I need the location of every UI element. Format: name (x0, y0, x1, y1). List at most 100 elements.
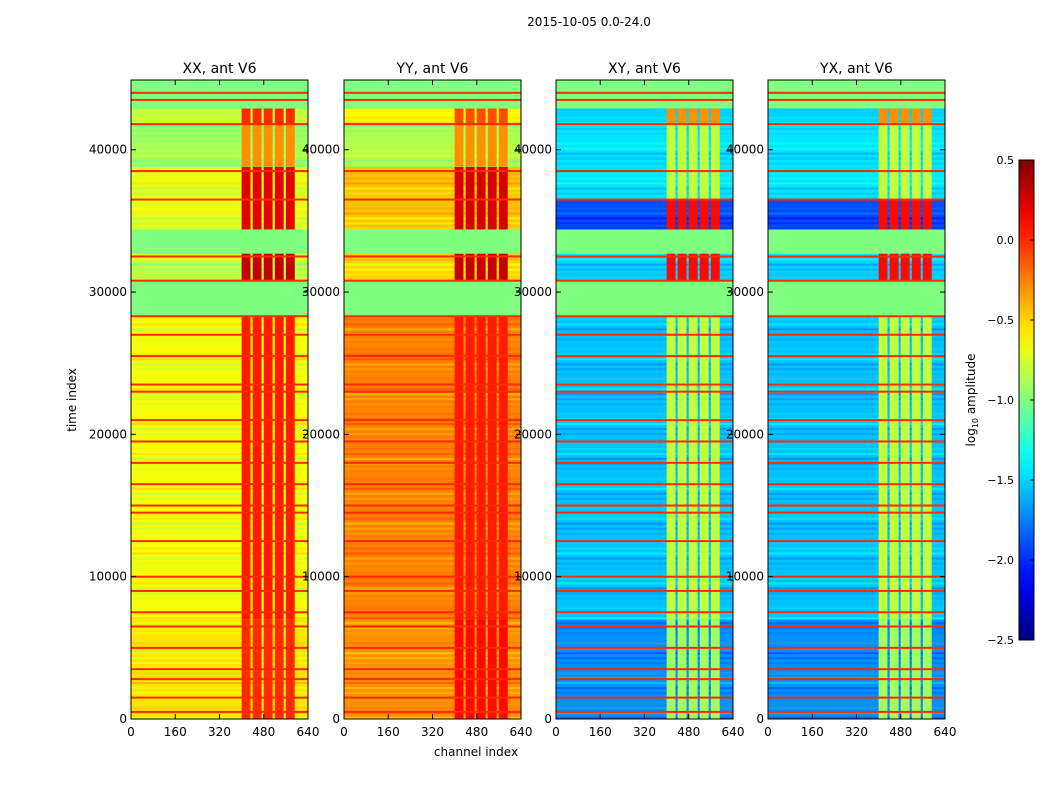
heatmap-row (344, 462, 521, 465)
flag-line (131, 98, 308, 101)
heatmap-row (556, 607, 733, 610)
heatmap-row (768, 492, 945, 495)
flag-line (131, 419, 308, 422)
hot-channel-cell (252, 316, 262, 620)
flag-line (768, 315, 945, 318)
flag-line (768, 710, 945, 713)
heatmap-row (556, 532, 733, 535)
heatmap-row (131, 677, 308, 680)
hot-channel-cell (241, 316, 251, 620)
heatmap-row (556, 408, 733, 411)
heatmap-row (556, 562, 733, 565)
hot-channel-cell (677, 124, 687, 200)
heatmap-row (131, 492, 308, 495)
heatmap-row (344, 403, 521, 406)
hot-channel-cell (454, 253, 464, 281)
heatmap-row (556, 517, 733, 520)
heatmap-row (768, 597, 945, 600)
hot-channel-cell (498, 253, 508, 281)
heatmap-row (556, 268, 733, 271)
heatmap-row (556, 207, 733, 210)
heatmap-row (131, 637, 308, 640)
flag-line (556, 91, 733, 94)
heatmap-row (131, 552, 308, 555)
heatmap-row (131, 427, 308, 431)
heatmap-row (768, 686, 945, 690)
hot-channel-cell (666, 199, 676, 230)
heatmap-row (344, 144, 521, 147)
heatmap-row (131, 117, 308, 120)
heatmap-row (768, 197, 945, 200)
heatmap-row (344, 343, 521, 346)
heatmap-row (344, 422, 521, 426)
heatmap-row (768, 617, 945, 620)
heatmap-row (768, 467, 945, 470)
flag-line (344, 504, 521, 507)
flag-line (131, 355, 308, 358)
heatmap-row (768, 547, 945, 550)
heatmap-row (131, 378, 308, 381)
heatmap-row (131, 457, 308, 460)
heatmap-row (344, 112, 521, 115)
hot-channel-cell (274, 316, 284, 620)
heatmap-row (556, 701, 733, 705)
heatmap-row (131, 567, 308, 570)
hot-channel-cell (900, 316, 910, 620)
hot-channel-cell (710, 108, 720, 125)
heatmap-row (131, 572, 308, 575)
heatmap-row (131, 597, 308, 600)
hot-channel-cell (465, 316, 475, 620)
hot-channel-cell (699, 108, 709, 125)
heatmap-row (344, 552, 521, 555)
heatmap-row (768, 318, 945, 321)
heatmap-row (556, 278, 733, 281)
heatmap-row (131, 477, 308, 480)
heatmap-row (131, 398, 308, 401)
heatmap-row (556, 552, 733, 555)
hot-channel-cell (878, 108, 888, 125)
heatmap-row (344, 587, 521, 590)
flag-line (131, 678, 308, 681)
heatmap-row (768, 457, 945, 460)
heatmap-row (344, 268, 521, 271)
heatmap-row (556, 622, 733, 625)
flag-line (131, 170, 308, 173)
heatmap-row (344, 507, 521, 510)
heatmap-row (344, 562, 521, 565)
hot-channel-cell (263, 316, 273, 620)
hot-channel-cell (710, 199, 720, 230)
heatmap-row (556, 617, 733, 620)
heatmap-row (556, 686, 733, 690)
heatmap-row (344, 134, 521, 137)
heatmap-row (768, 167, 945, 170)
flag-line (768, 696, 945, 699)
heatmap-row (344, 442, 521, 446)
heatmap-row (131, 711, 308, 715)
x-tick-label: 0 (340, 725, 348, 739)
heatmap-row (131, 642, 308, 645)
heatmap-row (131, 129, 308, 132)
heatmap-row (768, 348, 945, 351)
hot-channel-cell (241, 253, 251, 281)
heatmap-row (344, 328, 521, 331)
heatmap-row (768, 447, 945, 451)
heatmap-row (131, 582, 308, 585)
flag-line (344, 678, 521, 681)
heatmap-row (556, 487, 733, 490)
flag-line (344, 390, 521, 393)
flag-line (131, 198, 308, 201)
heatmap-row (344, 227, 521, 230)
heatmap-row (131, 502, 308, 505)
heatmap-row (768, 462, 945, 465)
heatmap-row (768, 452, 945, 456)
heatmap-row (344, 457, 521, 460)
heatmap-row (556, 587, 733, 590)
x-tick-label: 160 (164, 725, 187, 739)
heatmap-row (556, 612, 733, 615)
heatmap-row (131, 487, 308, 490)
heatmap-row (344, 368, 521, 371)
flag-line (556, 461, 733, 464)
hot-channel-cell (487, 108, 497, 125)
x-tick-label: 320 (421, 725, 444, 739)
hot-channel-cell (465, 253, 475, 281)
